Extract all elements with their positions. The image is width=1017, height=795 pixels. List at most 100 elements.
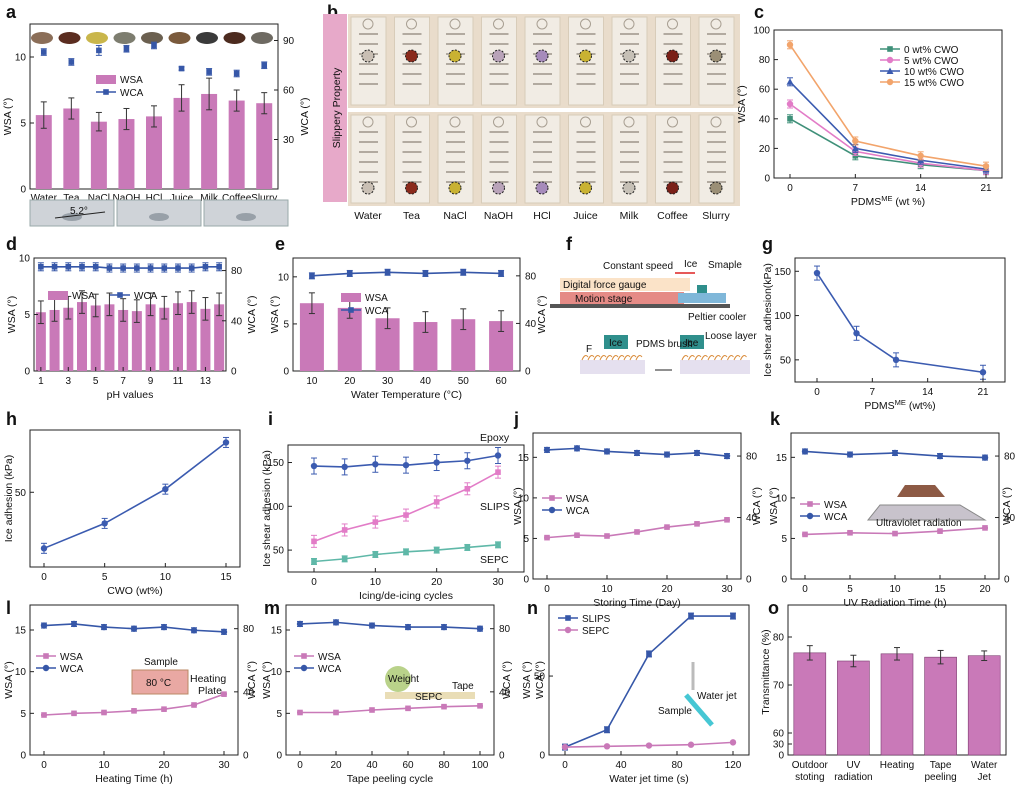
data-point: [120, 265, 126, 271]
panel-label: e: [275, 234, 285, 254]
data-point: [296, 620, 304, 628]
data-point: [724, 516, 730, 523]
x-axis-label: pH values: [107, 389, 154, 401]
brush-icon: [714, 355, 721, 361]
legend-label: WCA: [365, 306, 389, 317]
data-point: [687, 741, 695, 748]
data-point: [191, 702, 197, 708]
droplet-icon: [579, 181, 592, 195]
sample-label: NaOH: [484, 210, 513, 222]
legend-label: WSA: [566, 494, 589, 505]
legend-marker: [43, 653, 49, 659]
legend-label: WSA: [60, 652, 83, 663]
y2-axis-label: WCA (°): [751, 487, 763, 525]
x-axis-label-text: Tape peeling cycle: [347, 773, 434, 785]
bar: [159, 307, 170, 371]
x-axis-label: Heating Time (h): [95, 773, 173, 785]
y-tick-label: 15: [15, 626, 27, 637]
x-tick-label: 14: [915, 183, 927, 194]
data-point: [573, 445, 581, 452]
x-category-label: Water: [971, 760, 998, 771]
annotation: Sample: [658, 706, 692, 717]
legend-label: SEPC: [582, 626, 609, 637]
bar: [90, 121, 107, 189]
droplet-icon: [405, 181, 418, 195]
legend-marker: [807, 501, 813, 507]
series-label: Epoxy: [480, 432, 510, 444]
data-point: [982, 525, 988, 531]
x-category-label: UV: [846, 760, 860, 771]
plot-frame: [794, 257, 1006, 383]
sample-label: Tea: [403, 210, 420, 222]
x-tick-label: 0: [41, 572, 47, 583]
sample-photo: [568, 16, 604, 106]
x-tick-label: 0: [562, 760, 568, 771]
x-tick-label: 80: [671, 760, 683, 771]
y-tick-label: 5: [24, 310, 30, 321]
x-axis-label-text: CWO (wt%): [107, 585, 162, 597]
ice-block: [604, 335, 628, 349]
x-category-label: radiation: [834, 772, 872, 783]
bar: [186, 302, 197, 371]
y-axis-label: WSA (°): [261, 661, 273, 698]
sample-label: NaCl: [443, 210, 466, 222]
base-plate: [550, 304, 730, 308]
ice-block: [680, 335, 704, 349]
data-point: [403, 549, 409, 555]
legend-marker: [887, 46, 893, 52]
bar: [200, 308, 211, 371]
series-line: [789, 118, 987, 172]
panel-label: a: [6, 2, 17, 22]
bar: [118, 119, 135, 189]
droplet-icon: [405, 49, 418, 63]
panel-label: d: [6, 234, 17, 254]
brush-icon: [681, 355, 689, 361]
y-tick-label: 0: [231, 367, 237, 378]
data-point: [847, 529, 853, 536]
x-category-label: Tape: [930, 760, 952, 771]
y-axis-label: WSA (°): [2, 98, 14, 135]
y-tick-label: 40: [759, 114, 771, 125]
x-axis-label-unit: (wt%): [906, 400, 936, 412]
data-point: [464, 457, 471, 464]
data-point: [688, 613, 694, 619]
bar: [173, 97, 190, 189]
droplet-icon: [535, 181, 549, 195]
y-tick-label: 5: [523, 534, 529, 545]
diagram-label: Peltier cooler: [688, 312, 747, 323]
bar: [131, 311, 142, 371]
x-category-label: Milk: [200, 193, 219, 204]
panel-g: g 0 7 14 21 50 100 150 PDMSME (wt%) Ice shear adh…: [762, 234, 1006, 412]
data-point: [729, 739, 737, 746]
y-tick-label: 0: [283, 367, 289, 378]
x-tick-label: 20: [330, 760, 342, 771]
data-point: [369, 707, 375, 713]
y-tick-label: 15: [271, 626, 283, 637]
annotation: Sample: [144, 657, 178, 668]
x-category-label: NaCl: [88, 193, 110, 204]
diagram-label: Motion stage: [575, 294, 633, 305]
x-tick-label: 1: [38, 376, 44, 387]
data-point: [440, 623, 448, 631]
brush-icon: [623, 355, 631, 361]
data-point: [663, 451, 671, 458]
data-point: [332, 619, 340, 626]
data-point: [979, 369, 987, 376]
diagram-label: Loose layer: [705, 331, 757, 342]
diagram-label: Ice: [609, 338, 623, 349]
data-point: [498, 270, 504, 277]
droplet-photo-icon: [223, 32, 246, 44]
x-tick-label: 0: [297, 760, 303, 771]
brush-icon: [727, 355, 734, 361]
data-point: [206, 69, 212, 75]
peltier-box: [678, 293, 726, 303]
bar: [63, 307, 74, 371]
legend-marker: [42, 664, 50, 672]
x-tick-label: 20: [661, 584, 673, 595]
x-tick-label: 21: [977, 387, 989, 398]
series-line: [43, 441, 227, 550]
x-tick-label: 0: [41, 760, 47, 771]
y-tick-label: 0: [539, 751, 545, 762]
y-tick-label: 0: [499, 751, 505, 762]
